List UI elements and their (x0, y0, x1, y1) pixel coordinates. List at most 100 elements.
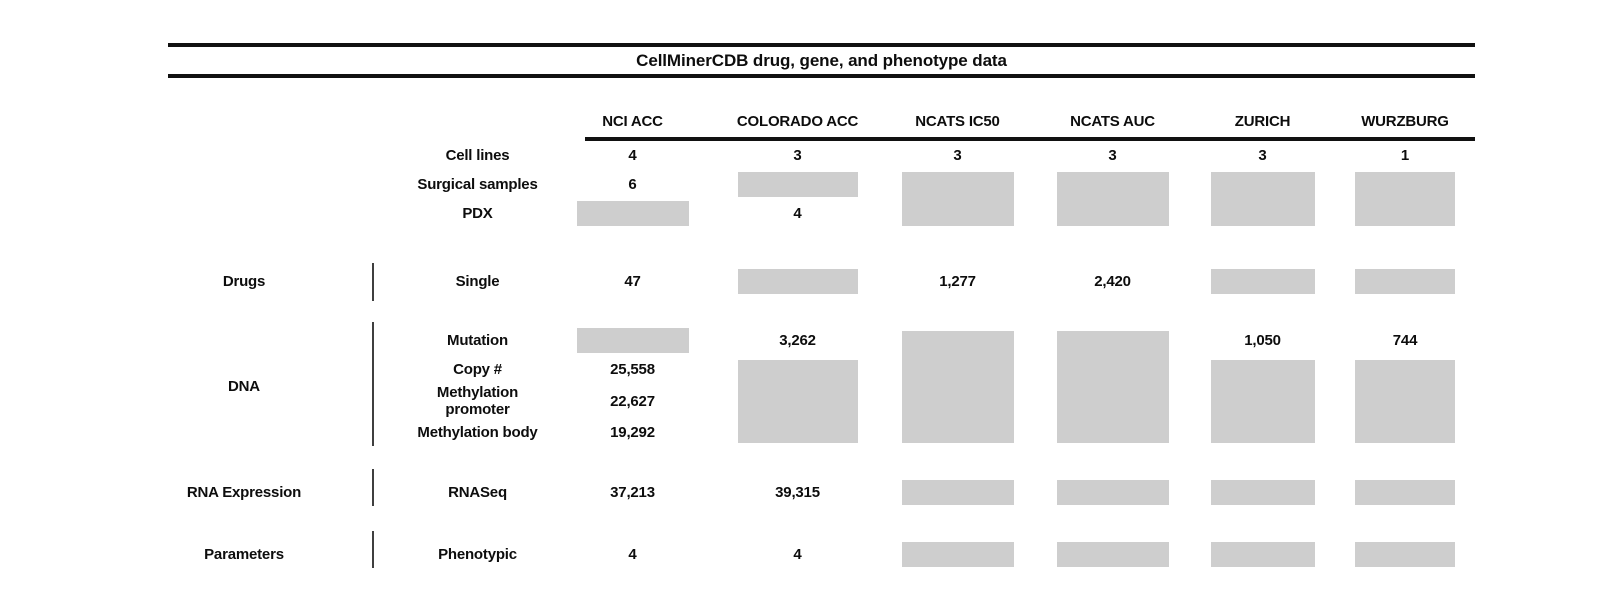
spacer-cell (168, 507, 1475, 540)
value-cell: 3 (793, 147, 802, 164)
missing-data-cell (1190, 540, 1335, 569)
table-row-phenotypic: Parameters Phenotypic 4 4 (168, 540, 1475, 569)
missing-data-box (901, 480, 1014, 505)
missing-data-cell (1035, 326, 1190, 447)
row-label-single: Single (455, 273, 500, 290)
value-cell: 25,558 (610, 361, 655, 378)
spacer-cell (168, 447, 1475, 478)
group-label-blank (168, 141, 375, 228)
table-row-pdx: PDX 4 (168, 199, 1475, 228)
data-availability-table: NCI ACC COLORADO ACC NCATS IC50 NCATS AUC ZU… (168, 78, 1475, 569)
missing-data-box (576, 201, 689, 226)
table-row-surgical-samples: Surgical samples 6 (168, 170, 1475, 226)
missing-data-cell (715, 267, 880, 296)
spacer-row (168, 507, 1475, 540)
value-cell: 39,315 (775, 484, 820, 501)
header-row: NCI ACC COLORADO ACC NCATS IC50 NCATS AUC ZU… (168, 78, 1475, 141)
figure-title-band: CellMinerCDB drug, gene, and phenotype d… (168, 43, 1475, 78)
missing-data-cell (880, 540, 1035, 569)
value-cell: 3 (1258, 147, 1267, 164)
group-separator-drugs (372, 263, 374, 301)
row-label-copy: Copy # (453, 361, 502, 378)
missing-data-cell (1335, 267, 1475, 296)
missing-data-cell (1035, 478, 1190, 507)
missing-data-cell (1190, 170, 1335, 228)
spacer-row (168, 447, 1475, 478)
value-cell: 19,292 (610, 424, 655, 441)
value-cell: 22,627 (610, 392, 655, 410)
missing-data-cell (880, 326, 1035, 447)
table-row-single: Drugs Single 47 1,277 2,420 (168, 267, 1475, 296)
column-header-colorado-acc: COLORADO ACC (736, 113, 859, 130)
row-label-cell-lines: Cell lines (445, 147, 510, 164)
missing-data-box (1210, 480, 1315, 505)
missing-data-box (1056, 542, 1169, 567)
table-row-copy: Copy # 25,558 (168, 355, 1475, 443)
spacer-row (168, 296, 1475, 326)
column-header-nci-acc: NCI ACC (602, 113, 663, 130)
table-row-cell-lines: Cell lines 4 3 3 3 3 1 (168, 141, 1475, 170)
value-cell: 4 (628, 546, 637, 563)
value-cell: 47 (624, 273, 641, 290)
missing-data-box (737, 359, 858, 443)
missing-data-cell (550, 326, 715, 355)
header-blank (375, 78, 550, 141)
value-cell: 1 (1400, 147, 1410, 164)
row-label-phenotypic: Phenotypic (438, 546, 517, 563)
table-row-methylation-promoter: Methylation promoter 22,627 (168, 384, 1475, 418)
value-cell: 4 (793, 205, 802, 222)
row-label-methylation-body: Methylation body (417, 424, 538, 441)
spacer-cell (168, 228, 1475, 267)
missing-data-box (737, 269, 858, 294)
missing-data-box (901, 172, 1014, 226)
missing-data-box (1210, 542, 1315, 567)
missing-data-box (1355, 269, 1455, 294)
missing-data-box (1210, 172, 1315, 226)
missing-data-box (576, 328, 689, 353)
row-label-methylation-promoter: Methylation promoter (436, 384, 519, 418)
column-header-wurzburg: WURZBURG (1361, 113, 1449, 130)
missing-data-cell (1335, 540, 1475, 569)
value-cell: 6 (628, 176, 637, 193)
header-underline-rule (585, 137, 1475, 141)
column-header-ncats-auc: NCATS AUC (1070, 113, 1155, 130)
value-cell: 3 (953, 147, 962, 164)
missing-data-box (901, 542, 1014, 567)
missing-data-cell (1190, 355, 1335, 447)
missing-data-box (1210, 269, 1315, 294)
column-header-ncats-ic50: NCATS IC50 (915, 113, 1000, 130)
cellminer-table-figure: CellMinerCDB drug, gene, and phenotype d… (168, 0, 1475, 569)
missing-data-cell (1335, 355, 1475, 447)
spacer-row (168, 228, 1475, 267)
missing-data-cell (880, 478, 1035, 507)
row-label-rnaseq: RNASeq (448, 484, 507, 501)
missing-data-cell (1035, 540, 1190, 569)
missing-data-cell (1335, 170, 1475, 228)
value-cell: 4 (793, 546, 802, 563)
missing-data-box (1355, 542, 1455, 567)
group-label-drugs: Drugs (222, 273, 266, 290)
column-header-zurich: ZURICH (1234, 113, 1291, 130)
table-row-rnaseq: RNA Expression RNASeq 37,213 39,315 (168, 478, 1475, 507)
missing-data-box (1210, 359, 1315, 443)
missing-data-box (1355, 172, 1455, 226)
missing-data-cell (715, 355, 880, 447)
group-separator-dna (372, 322, 374, 446)
value-cell: 744 (1392, 332, 1418, 349)
group-label-parameters: Parameters (204, 546, 284, 563)
value-cell: 1,050 (1244, 332, 1281, 349)
figure-title: CellMinerCDB drug, gene, and phenotype d… (636, 50, 1007, 70)
missing-data-box (737, 172, 858, 197)
header-blank (168, 78, 375, 141)
missing-data-cell (550, 199, 715, 228)
value-cell: 4 (628, 147, 637, 164)
group-label-dna: DNA (228, 378, 260, 395)
missing-data-cell (880, 170, 1035, 228)
row-label-pdx: PDX (462, 205, 493, 222)
missing-data-cell (1035, 170, 1190, 228)
value-cell: 1,277 (939, 273, 976, 290)
value-cell: 3 (1108, 147, 1117, 164)
missing-data-cell (715, 170, 880, 199)
row-label-mutation: Mutation (447, 332, 508, 349)
missing-data-cell (1335, 478, 1475, 507)
